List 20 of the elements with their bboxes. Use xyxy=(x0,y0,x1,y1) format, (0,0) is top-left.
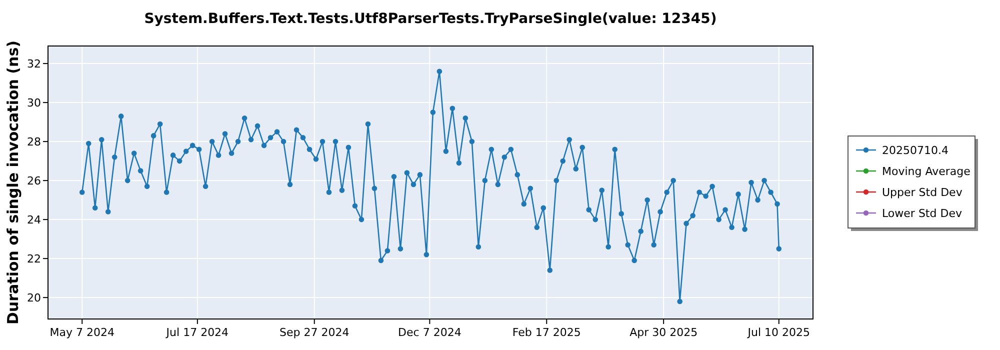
y-tick-label: 28 xyxy=(27,135,41,148)
x-tick-label: Dec 7 2024 xyxy=(398,326,462,339)
y-tick-label: 24 xyxy=(27,213,41,226)
legend-label: Moving Average xyxy=(882,164,971,178)
legend-label: 20250710.4 xyxy=(882,144,948,157)
x-tick-label: Sep 27 2024 xyxy=(280,326,350,339)
legend-label: Lower Std Dev xyxy=(882,206,962,220)
x-tick-label: May 7 2024 xyxy=(50,326,114,339)
y-tick-label: 30 xyxy=(27,96,41,110)
x-tick-label: Feb 17 2025 xyxy=(512,326,581,339)
y-tick-label: 22 xyxy=(27,252,41,266)
x-tick-label: Jul 10 2025 xyxy=(746,326,810,339)
y-tick-label: 20 xyxy=(27,291,41,304)
y-axis-title: Duration of single invocation (ns) xyxy=(4,40,22,324)
legend-label: Upper Std Dev xyxy=(882,186,963,199)
y-tick-label: 32 xyxy=(27,57,41,70)
x-tick-label: Apr 30 2025 xyxy=(630,326,698,339)
chart-title: System.Buffers.Text.Tests.Utf8ParserTests.TryParseSingle(value: 12345) xyxy=(144,11,717,27)
y-tick-label: 26 xyxy=(27,174,41,188)
x-tick-label: Jul 17 2024 xyxy=(165,326,229,339)
